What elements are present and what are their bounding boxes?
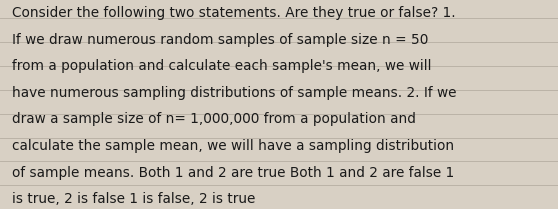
Text: is true, 2 is false 1 is false, 2 is true: is true, 2 is false 1 is false, 2 is tru… bbox=[12, 192, 256, 206]
Text: Consider the following two statements. Are they true or false? 1.: Consider the following two statements. A… bbox=[12, 6, 456, 20]
Text: of sample means. Both 1 and 2 are true Both 1 and 2 are false 1: of sample means. Both 1 and 2 are true B… bbox=[12, 166, 455, 180]
Text: have numerous sampling distributions of sample means. 2. If we: have numerous sampling distributions of … bbox=[12, 86, 457, 100]
Text: calculate the sample mean, we will have a sampling distribution: calculate the sample mean, we will have … bbox=[12, 139, 454, 153]
Text: If we draw numerous random samples of sample size n = 50: If we draw numerous random samples of sa… bbox=[12, 33, 429, 47]
Text: from a population and calculate each sample's mean, we will: from a population and calculate each sam… bbox=[12, 59, 432, 73]
Text: draw a sample size of n= 1,000,000 from a population and: draw a sample size of n= 1,000,000 from … bbox=[12, 112, 416, 126]
